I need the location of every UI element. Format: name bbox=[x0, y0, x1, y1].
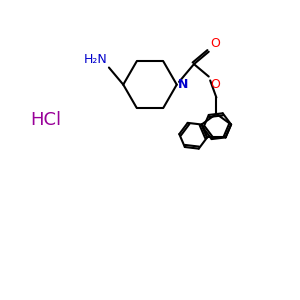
Text: HCl: HCl bbox=[30, 111, 62, 129]
Text: O: O bbox=[210, 37, 220, 50]
Text: O: O bbox=[210, 78, 220, 91]
Text: H₂N: H₂N bbox=[84, 53, 107, 66]
Text: N: N bbox=[178, 78, 189, 91]
